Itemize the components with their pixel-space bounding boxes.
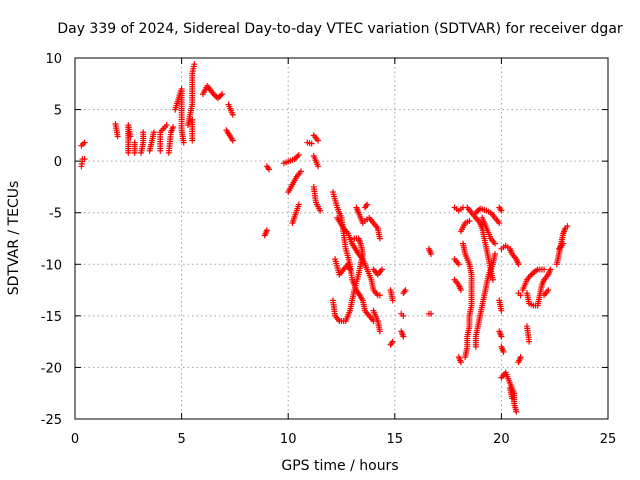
data-point <box>263 227 270 234</box>
data-point <box>466 217 473 224</box>
data-point <box>170 124 177 131</box>
data-point <box>545 287 552 294</box>
y-tick-label: -5 <box>49 207 62 222</box>
data-point <box>81 156 88 163</box>
x-tick-label: 20 <box>493 432 510 447</box>
data-point <box>81 139 88 146</box>
data-point <box>492 240 499 247</box>
data-point <box>428 250 435 257</box>
data-point <box>498 307 505 314</box>
data-point <box>455 261 462 268</box>
grid-lines <box>75 58 608 419</box>
data-point <box>189 116 196 123</box>
data-point <box>402 287 409 294</box>
data-point <box>150 129 157 136</box>
data-point <box>308 140 315 147</box>
data-point <box>295 151 302 158</box>
y-tick-label: 10 <box>45 52 62 67</box>
data-point <box>364 201 371 208</box>
data-point <box>515 261 522 268</box>
data-point <box>131 139 138 146</box>
data-point <box>498 333 505 340</box>
data-point <box>389 297 396 304</box>
plot-frame <box>74 57 609 420</box>
data-point <box>541 266 548 273</box>
data-point <box>498 207 505 214</box>
data-point <box>219 91 226 98</box>
x-tick-label: 15 <box>387 432 404 447</box>
data-point <box>315 163 322 170</box>
y-tick-label: 0 <box>54 155 62 170</box>
x-tick-label: 10 <box>280 432 297 447</box>
data-point <box>297 168 304 175</box>
data-point <box>509 395 516 402</box>
x-axis-label: GPS time / hours <box>281 458 398 474</box>
data-point <box>547 266 554 273</box>
y-tick-label: -20 <box>41 361 62 376</box>
data-point <box>266 166 273 173</box>
data-point <box>229 137 236 144</box>
data-point <box>317 207 324 214</box>
x-tick-label: 5 <box>177 432 185 447</box>
y-axis-label: SDTVAR / TECUs <box>6 181 22 296</box>
data-point <box>163 122 170 129</box>
data-point <box>191 61 198 68</box>
data-point <box>379 266 386 273</box>
data-point <box>517 292 524 299</box>
data-point <box>376 292 383 299</box>
y-tick-label: -25 <box>41 413 62 428</box>
data-point <box>513 408 520 415</box>
data-point <box>389 338 396 345</box>
data-point <box>376 235 383 242</box>
y-tick-label: 5 <box>54 104 62 119</box>
data-point <box>229 111 236 118</box>
y-tick-label: -10 <box>41 258 62 273</box>
data-point <box>496 220 503 227</box>
data-point <box>400 333 407 340</box>
data-point <box>347 266 354 273</box>
y-tick-label: -15 <box>41 310 62 325</box>
data-point <box>472 343 479 350</box>
data-point <box>376 328 383 335</box>
data-points <box>78 61 571 415</box>
x-tick-label: 0 <box>71 432 79 447</box>
data-point <box>400 312 407 319</box>
chart-title: Day 339 of 2024, Sidereal Day-to-day VTE… <box>57 21 623 37</box>
data-point <box>351 235 358 242</box>
data-point <box>457 287 464 294</box>
data-point <box>295 201 302 208</box>
data-point <box>457 359 464 366</box>
data-point <box>180 139 187 146</box>
data-point <box>564 223 571 230</box>
data-point <box>127 133 134 140</box>
x-tick-label: 25 <box>600 432 617 447</box>
data-point <box>489 276 496 283</box>
data-point <box>500 348 507 355</box>
data-point <box>526 338 533 345</box>
data-point <box>359 220 366 227</box>
data-point <box>462 354 469 361</box>
data-point <box>560 240 567 247</box>
data-point <box>315 137 322 144</box>
data-point <box>517 354 524 361</box>
data-point <box>428 310 435 317</box>
data-point <box>114 133 121 140</box>
data-point <box>140 129 147 136</box>
